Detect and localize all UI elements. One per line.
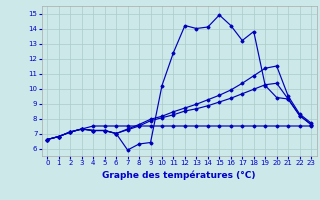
- X-axis label: Graphe des températures (°C): Graphe des températures (°C): [102, 170, 256, 180]
